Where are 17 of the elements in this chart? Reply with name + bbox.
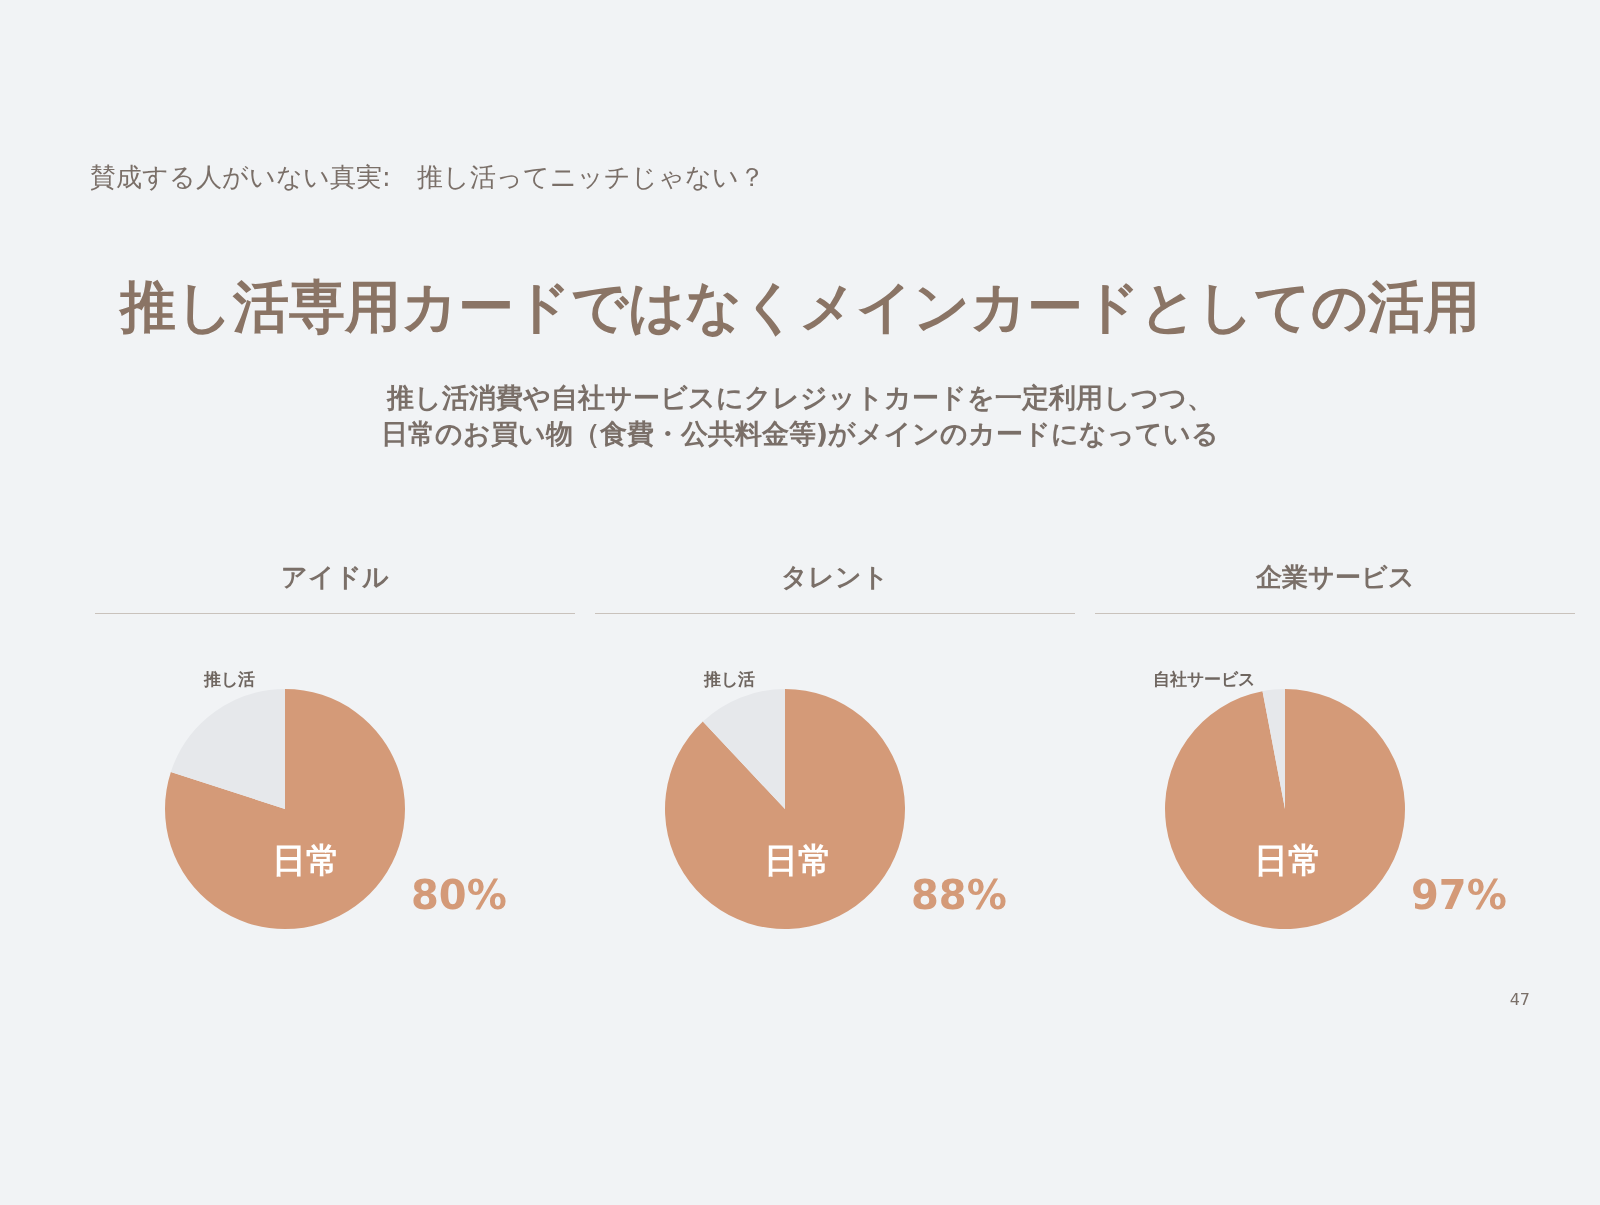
slice-label: 日常 — [272, 839, 341, 880]
chart-title: タレント — [595, 560, 1075, 614]
slice-label: 推し活 — [703, 669, 755, 690]
data-label: 97% — [1411, 872, 1507, 919]
text: 賛成する人がいない真実: 推し活ってニッチじゃない？ — [90, 161, 765, 194]
slice-label: 推し活 — [203, 669, 255, 690]
text: 推し活消費や自社サービスにクレジットカードを一定利用しつつ、 — [385, 381, 1215, 415]
chart-title: 企業サービス — [1095, 560, 1575, 614]
text: 推し活専用カードではなくメインカードとしての活用 — [118, 273, 1481, 341]
data-label: 80% — [411, 872, 507, 919]
slice-label: 自社サービス — [1153, 669, 1255, 690]
slice-label: 日常 — [764, 839, 833, 880]
text: 日常のお買い物（食費・公共料金等)がメインのカードになっている — [379, 417, 1221, 451]
text: 47 — [1509, 990, 1530, 1009]
data-label: 88% — [911, 872, 1007, 919]
chart-title: アイドル — [95, 560, 575, 614]
slice-label: 日常 — [1254, 839, 1323, 880]
